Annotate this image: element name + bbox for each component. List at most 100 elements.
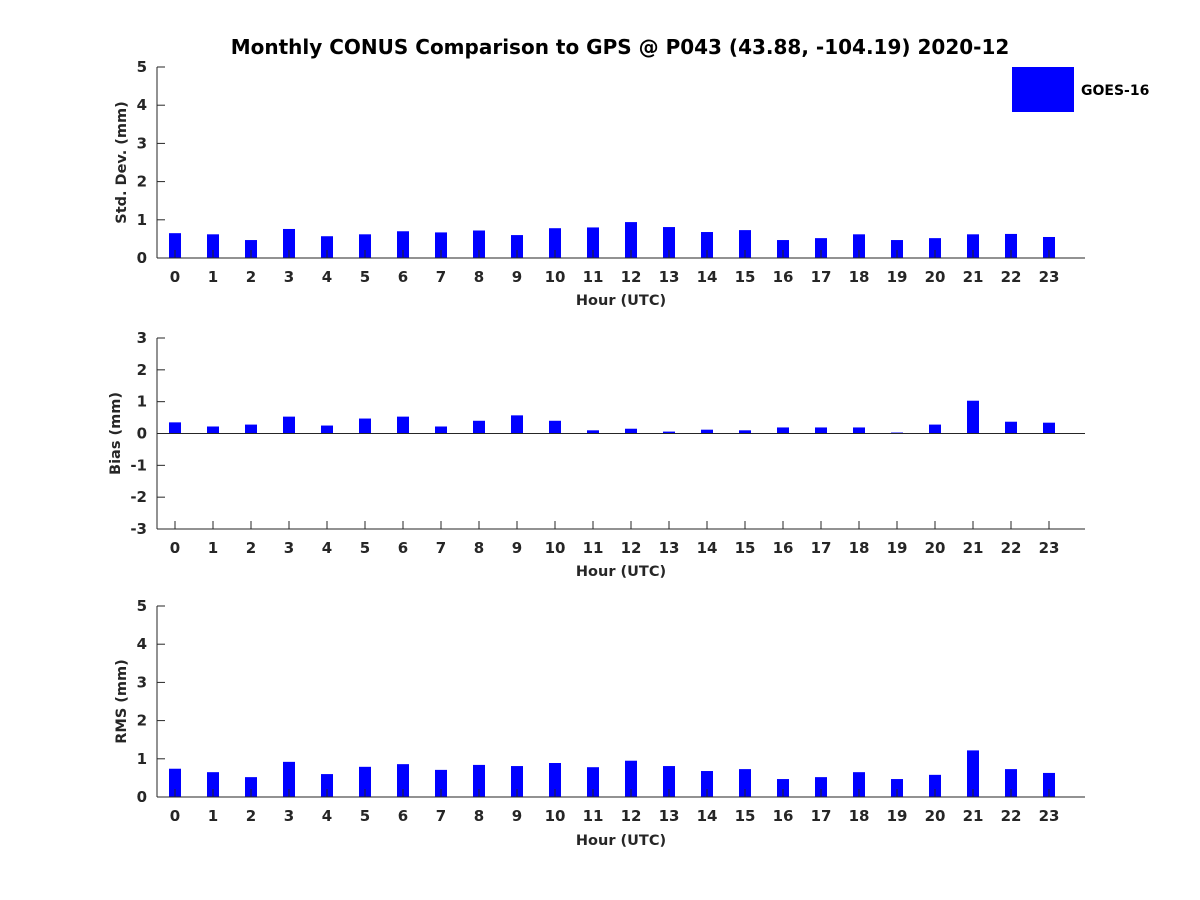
bar-hour-7 — [435, 769, 447, 797]
x-tick-label: 19 — [887, 539, 908, 557]
x-tick-label: 20 — [925, 268, 946, 286]
x-tick-label: 20 — [925, 539, 946, 557]
x-tick-label: 20 — [925, 807, 946, 825]
x-tick-label: 9 — [512, 539, 522, 557]
bar-hour-8 — [473, 764, 485, 797]
x-tick-label: 1 — [208, 539, 218, 557]
x-tick-label: 18 — [849, 268, 870, 286]
legend: GOES-16 — [1012, 67, 1149, 112]
x-tick-label: 16 — [773, 268, 794, 286]
bar-hour-12 — [625, 428, 637, 434]
x-tick-label: 23 — [1039, 807, 1060, 825]
x-tick-label: 19 — [887, 807, 908, 825]
bar-hour-1 — [207, 234, 219, 258]
x-tick-label: 23 — [1039, 268, 1060, 286]
bar-hour-15 — [739, 430, 751, 434]
x-tick-label: 7 — [436, 807, 446, 825]
x-tick-label: 4 — [322, 268, 332, 286]
bar-hour-4 — [321, 425, 333, 434]
x-tick-label: 18 — [849, 539, 870, 557]
bar-hour-21 — [967, 234, 979, 258]
x-tick-label: 14 — [697, 807, 718, 825]
bar-hour-10 — [549, 228, 561, 258]
bar-hour-6 — [397, 764, 409, 797]
y-tick-label: 2 — [137, 361, 147, 379]
bar-hour-0 — [169, 233, 181, 258]
y-tick-label: 4 — [137, 96, 147, 114]
x-tick-label: 21 — [963, 539, 984, 557]
y-axis-label: RMS (mm) — [114, 659, 130, 744]
bar-hour-18 — [853, 427, 865, 434]
bar-hour-13 — [663, 227, 675, 258]
bar-hour-18 — [853, 772, 865, 797]
x-tick-label: 9 — [512, 268, 522, 286]
bar-hour-20 — [929, 238, 941, 258]
x-tick-label: 16 — [773, 539, 794, 557]
bar-hour-23 — [1043, 772, 1055, 797]
figure-title: Monthly CONUS Comparison to GPS @ P043 (… — [231, 35, 1010, 59]
bar-hour-14 — [701, 429, 713, 434]
x-tick-label: 22 — [1001, 539, 1022, 557]
bar-hour-23 — [1043, 422, 1055, 434]
bar-hour-13 — [663, 766, 675, 797]
bar-hour-6 — [397, 416, 409, 434]
bar-hour-17 — [815, 238, 827, 258]
x-tick-label: 6 — [398, 268, 408, 286]
x-tick-label: 14 — [697, 268, 718, 286]
x-tick-label: 12 — [621, 268, 642, 286]
x-tick-label: 6 — [398, 807, 408, 825]
bar-hour-16 — [777, 427, 789, 434]
bar-hour-4 — [321, 774, 333, 797]
x-tick-label: 5 — [360, 268, 370, 286]
bar-hour-7 — [435, 426, 447, 434]
bar-hour-13 — [663, 431, 675, 434]
x-tick-label: 17 — [811, 268, 832, 286]
bar-hour-11 — [587, 227, 599, 258]
x-tick-label: 14 — [697, 539, 718, 557]
bar-hour-21 — [967, 400, 979, 434]
x-tick-label: 3 — [284, 807, 294, 825]
x-tick-label: 2 — [246, 539, 256, 557]
y-tick-label: 1 — [137, 750, 147, 768]
bar-hour-1 — [207, 426, 219, 434]
y-tick-label: 3 — [137, 134, 147, 152]
x-axis-label: Hour (UTC) — [576, 833, 666, 849]
bar-hour-11 — [587, 767, 599, 797]
bar-hour-12 — [625, 222, 637, 258]
y-tick-label: 2 — [137, 173, 147, 191]
x-tick-label: 22 — [1001, 268, 1022, 286]
x-tick-label: 8 — [474, 807, 484, 825]
x-tick-label: 10 — [545, 807, 566, 825]
x-tick-label: 11 — [583, 539, 604, 557]
bar-hour-17 — [815, 777, 827, 797]
x-tick-label: 1 — [208, 268, 218, 286]
x-tick-label: 6 — [398, 539, 408, 557]
bar-hour-10 — [549, 420, 561, 434]
y-tick-label: 0 — [137, 249, 147, 267]
x-tick-label: 2 — [246, 807, 256, 825]
bar-hour-10 — [549, 763, 561, 797]
x-axis-label: Hour (UTC) — [576, 293, 666, 309]
legend-swatch — [1012, 67, 1074, 112]
y-tick-label: 0 — [137, 425, 147, 443]
x-tick-label: 15 — [735, 539, 756, 557]
bar-hour-5 — [359, 766, 371, 797]
bar-hour-23 — [1043, 236, 1055, 258]
x-tick-label: 5 — [360, 539, 370, 557]
y-tick-label: -2 — [130, 488, 147, 506]
y-tick-label: 1 — [137, 211, 147, 229]
bar-hour-22 — [1005, 769, 1017, 797]
x-tick-label: 8 — [474, 539, 484, 557]
x-tick-label: 9 — [512, 807, 522, 825]
x-axis-label: Hour (UTC) — [576, 564, 666, 580]
bar-hour-9 — [511, 415, 523, 434]
x-tick-label: 15 — [735, 807, 756, 825]
x-tick-label: 7 — [436, 268, 446, 286]
x-tick-label: 10 — [545, 268, 566, 286]
bar-hour-15 — [739, 769, 751, 797]
bar-hour-19 — [891, 779, 903, 797]
bar-hour-2 — [245, 777, 257, 797]
y-tick-label: 0 — [137, 788, 147, 806]
